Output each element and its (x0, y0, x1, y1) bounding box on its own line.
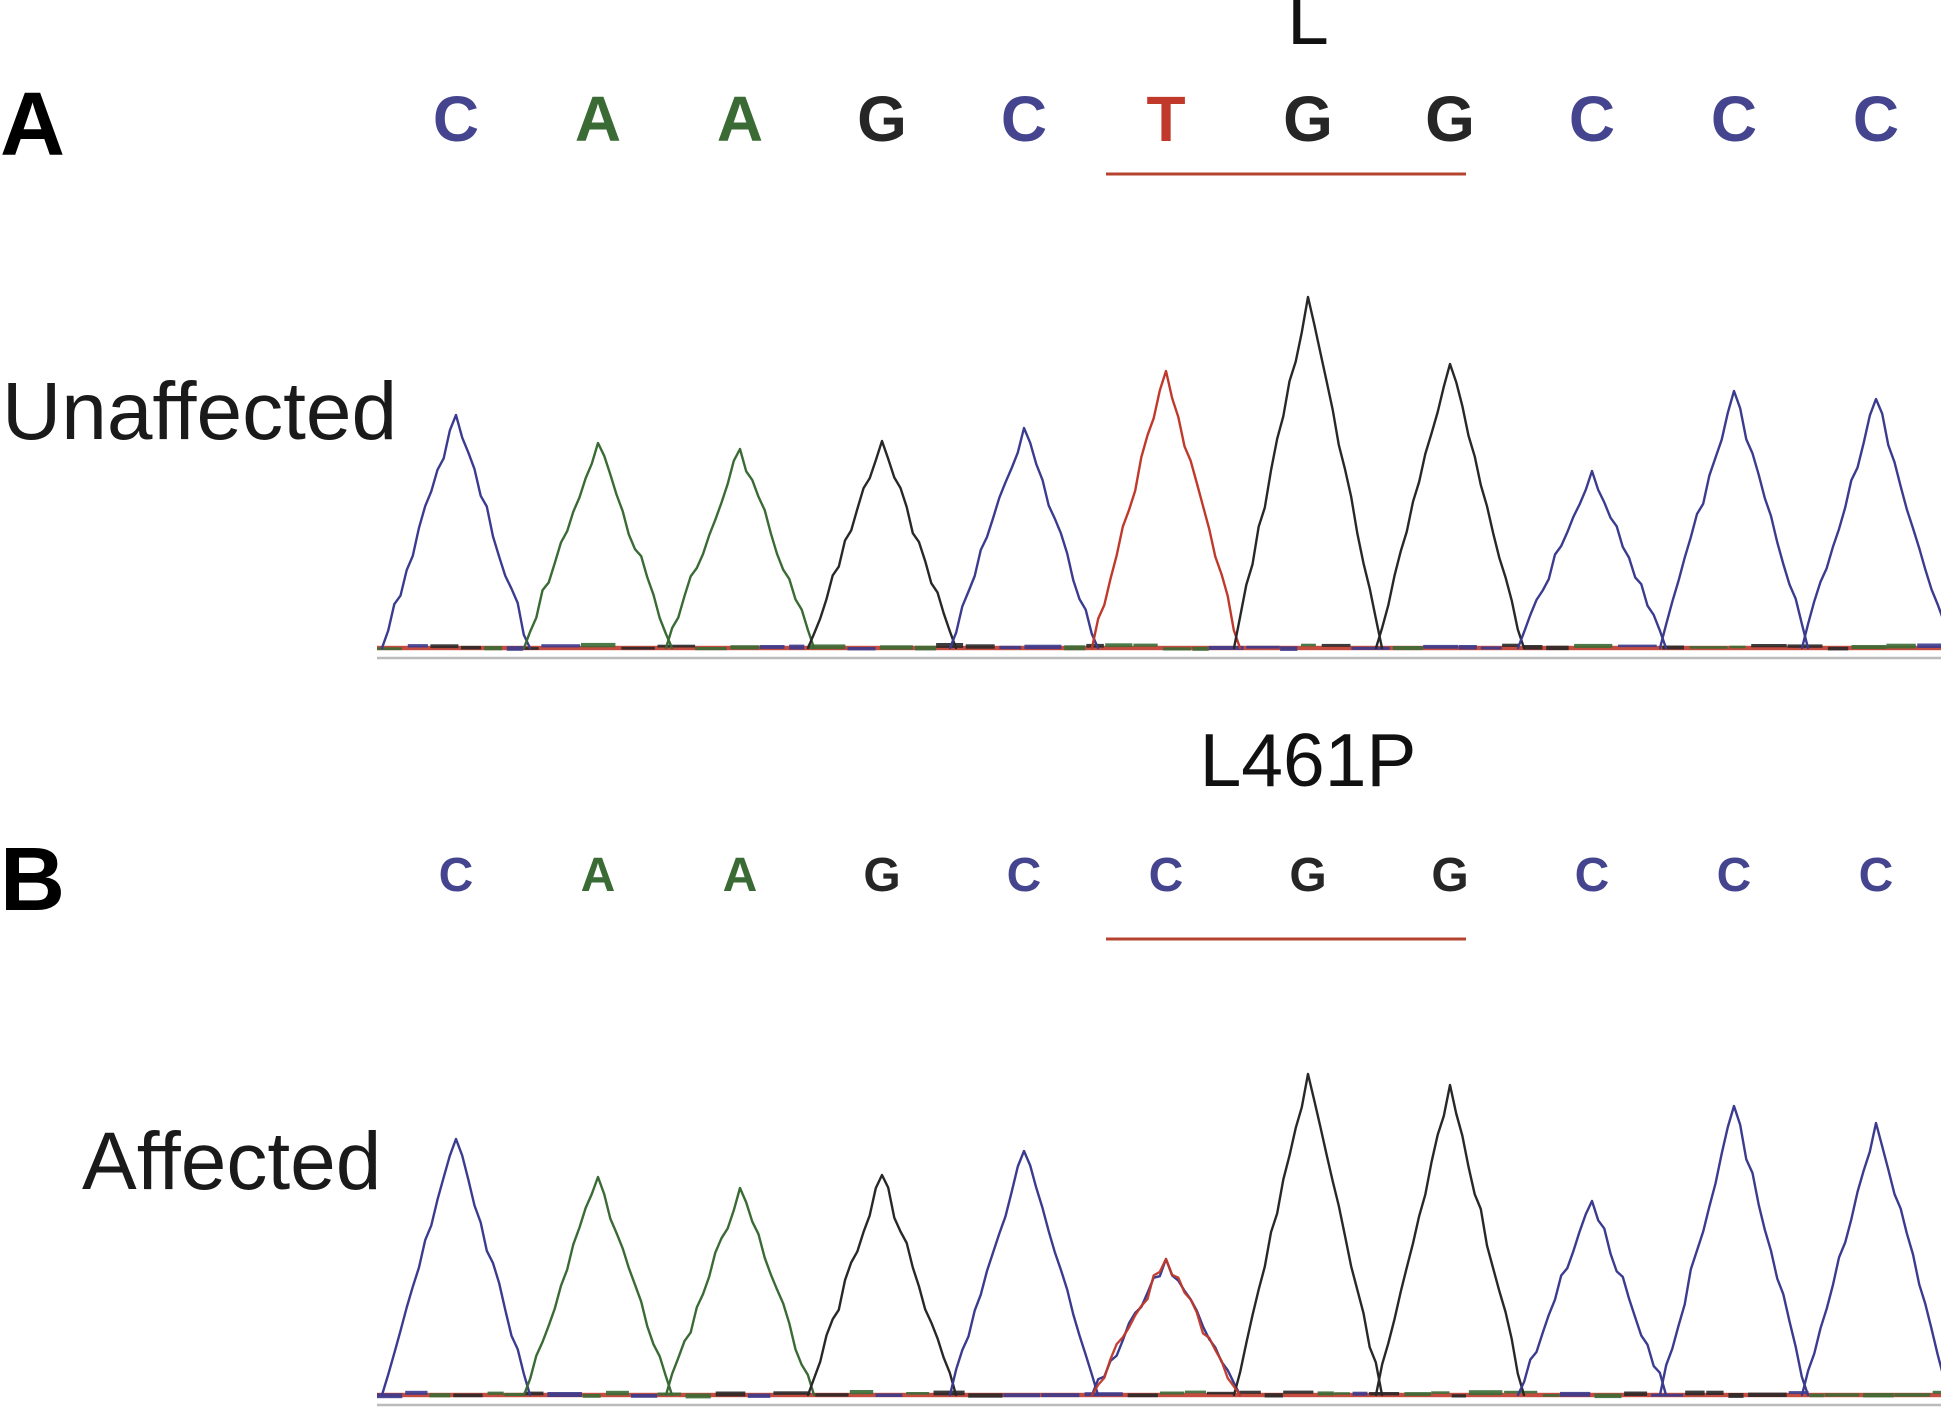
svg-text:A: A (575, 83, 621, 155)
svg-text:G: G (1425, 83, 1475, 155)
svg-text:A: A (581, 849, 616, 902)
svg-text:G: G (1283, 83, 1333, 155)
svg-text:C: C (1569, 83, 1615, 155)
svg-text:C: C (1149, 849, 1184, 902)
svg-text:G: G (1431, 849, 1468, 902)
svg-text:A: A (723, 849, 758, 902)
svg-text:C: C (1007, 849, 1042, 902)
svg-text:C: C (1711, 83, 1757, 155)
svg-text:C: C (1575, 849, 1610, 902)
svg-text:C: C (1853, 83, 1899, 155)
svg-text:C: C (1717, 849, 1752, 902)
svg-text:C: C (1001, 83, 1047, 155)
svg-text:T: T (1146, 83, 1185, 155)
svg-text:L461P: L461P (1200, 718, 1417, 802)
svg-text:G: G (863, 849, 900, 902)
svg-text:G: G (1289, 849, 1326, 902)
svg-text:C: C (433, 83, 479, 155)
svg-text:C: C (439, 849, 474, 902)
svg-text:L: L (1287, 0, 1329, 60)
svg-text:C: C (1859, 849, 1894, 902)
svg-text:G: G (857, 83, 907, 155)
svg-text:A: A (717, 83, 763, 155)
